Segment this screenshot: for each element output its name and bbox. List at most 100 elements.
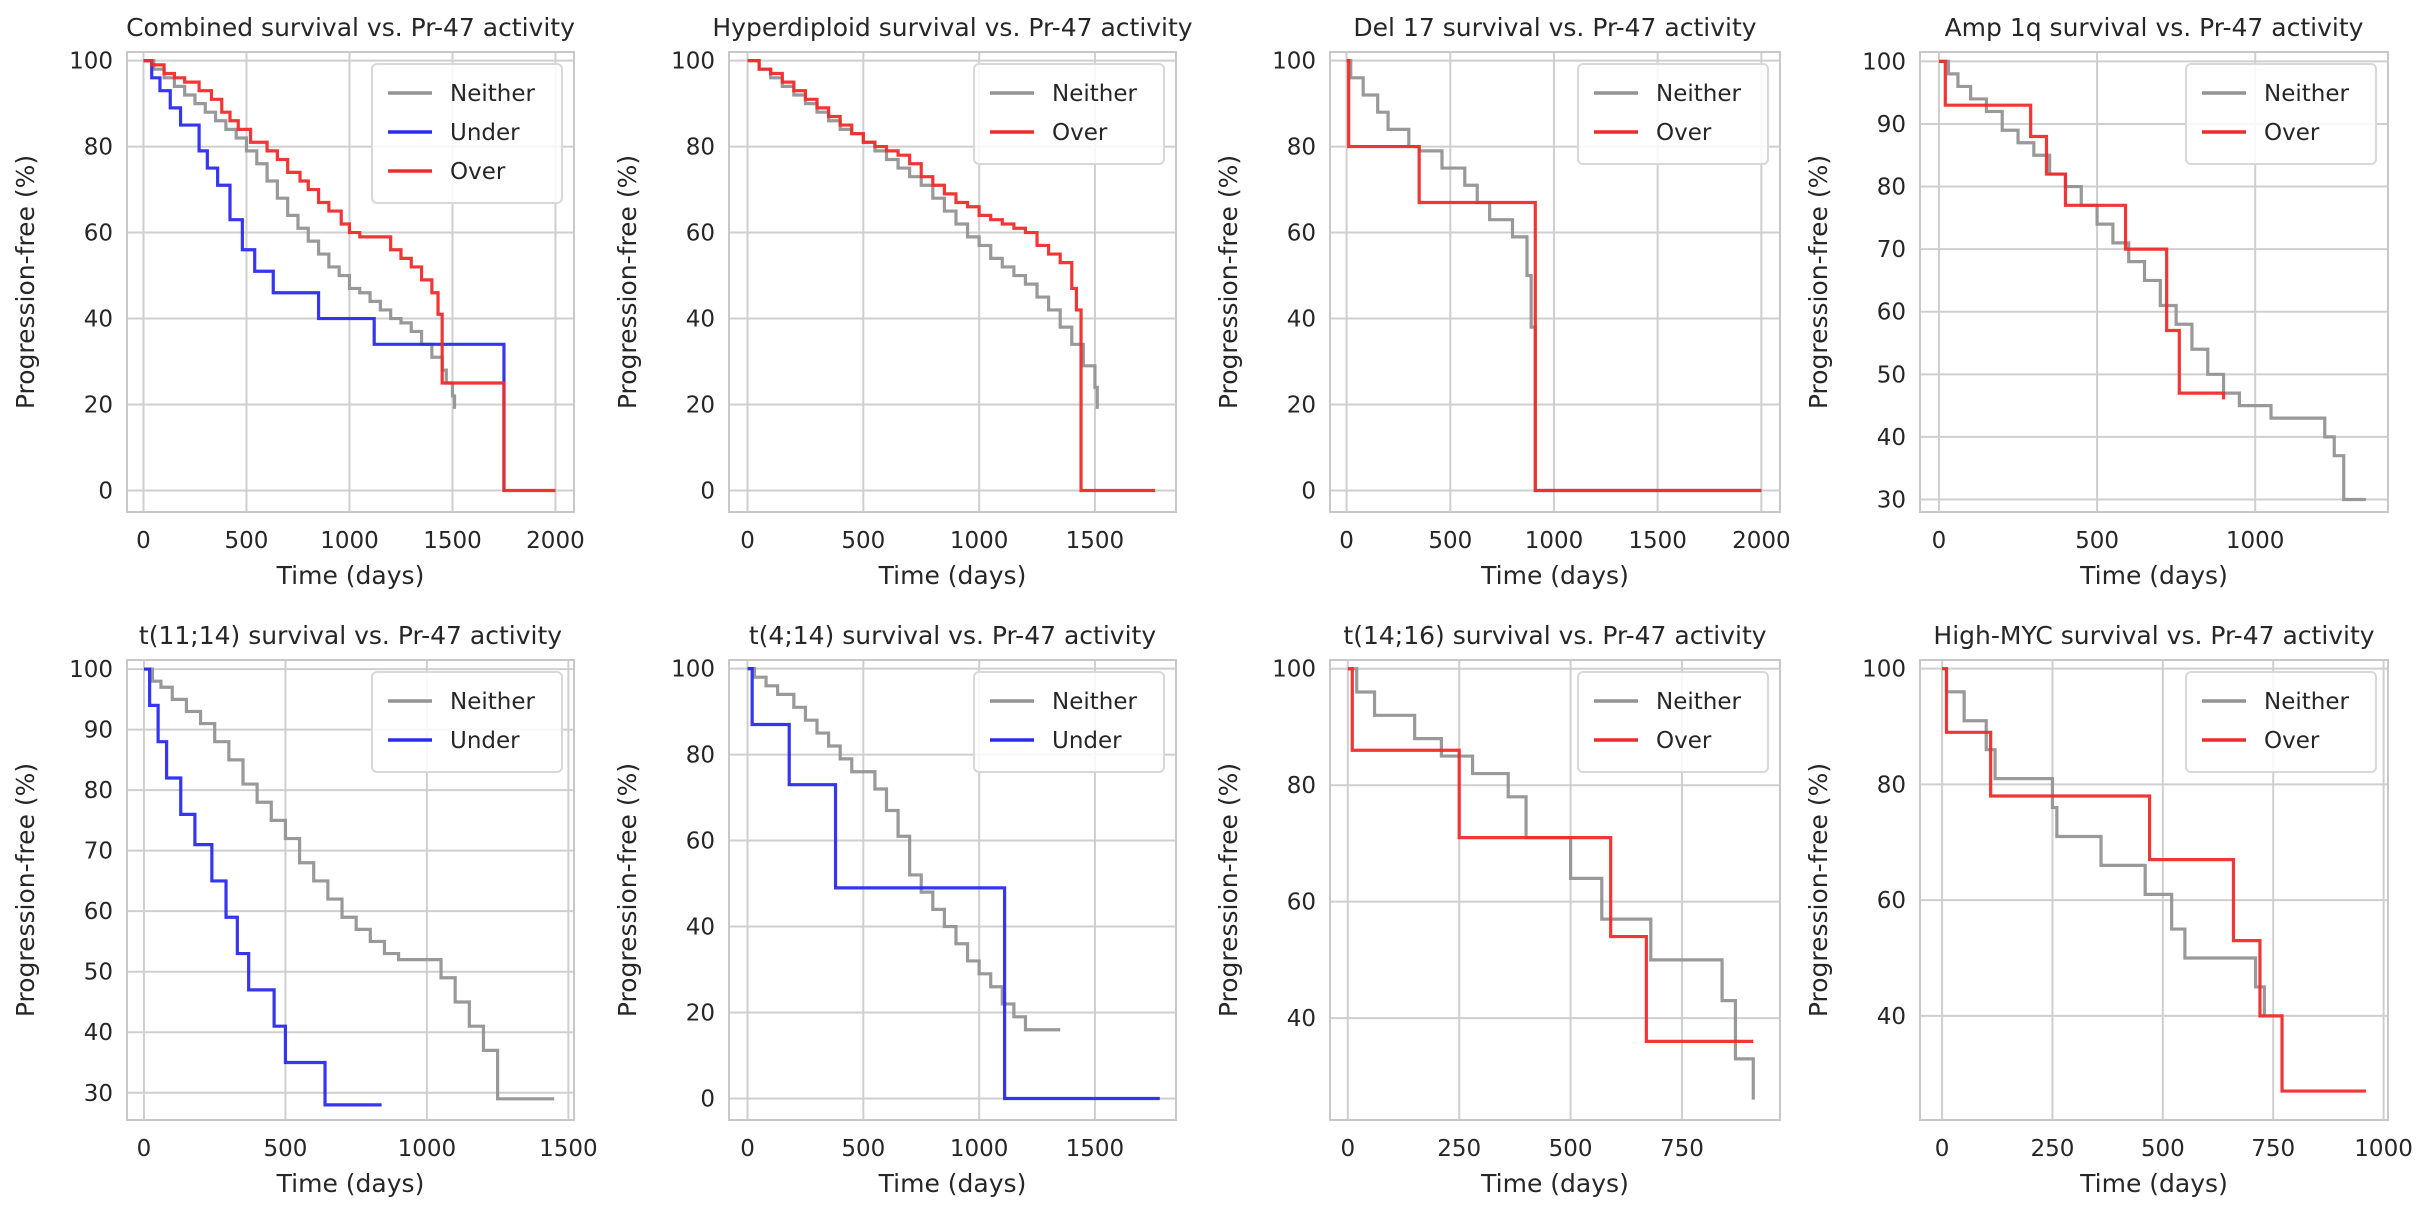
x-tick-label: 1500 [423, 528, 482, 554]
series-line-under [143, 58, 506, 491]
legend-box [371, 63, 563, 204]
chart-title: Combined survival vs. Pr-47 activity [126, 13, 575, 42]
y-tick-label: 60 [84, 899, 113, 925]
y-tick-label: 70 [84, 839, 113, 865]
x-tick-label: 1500 [1066, 1136, 1125, 1162]
series-line-neither [1346, 58, 1762, 493]
x-tick-label: 1500 [1066, 528, 1125, 554]
legend-box [371, 671, 563, 773]
series-line-over [747, 58, 1156, 493]
y-axis-label: Progression-free (%) [11, 763, 40, 1017]
series-line-neither [143, 667, 555, 1101]
series-line-neither [1347, 667, 1755, 1100]
x-axis-label: Time (days) [878, 1169, 1027, 1198]
series-line-over [1942, 667, 2366, 1093]
y-tick-label: 40 [1287, 307, 1316, 333]
y-tick-label: 0 [98, 479, 113, 505]
plot-frame [1919, 659, 2389, 1121]
legend-label-under: Under [1052, 728, 1122, 754]
x-tick-label: 500 [1428, 528, 1472, 554]
legend: Neither Over [2185, 671, 2377, 773]
legend: Neither Over [1577, 671, 1769, 773]
legend-label-over: Over [1656, 120, 1712, 146]
y-tick-label: 100 [671, 657, 715, 683]
y-axis-label: Progression-free (%) [1804, 763, 1833, 1017]
legend-box [973, 63, 1165, 165]
y-tick-label: 80 [1287, 135, 1316, 161]
plot-frame [728, 659, 1177, 1121]
y-tick-label: 100 [1272, 657, 1316, 683]
chart-title: Amp 1q survival vs. Pr-47 activity [1945, 13, 2364, 42]
legend-label-under: Under [450, 728, 520, 754]
x-axis-label: Time (days) [276, 561, 425, 590]
y-tick-label: 100 [69, 49, 113, 75]
legend: Neither Over [973, 63, 1165, 165]
x-tick-label: 1000 [398, 1136, 457, 1162]
y-tick-label: 100 [69, 657, 113, 683]
y-tick-label: 20 [1287, 393, 1316, 419]
legend-box [2185, 63, 2377, 165]
x-tick-label: 1000 [2226, 528, 2285, 554]
legend-label-neither: Neither [450, 81, 535, 107]
legend-label-neither: Neither [2264, 689, 2349, 715]
y-tick-label: 30 [1877, 487, 1906, 513]
legend-label-neither: Neither [1052, 81, 1137, 107]
y-tick-label: 80 [1877, 772, 1906, 798]
x-axis-label: Time (days) [2079, 561, 2228, 590]
plot-frame [1919, 51, 2389, 513]
y-tick-label: 90 [84, 718, 113, 744]
chart-title: t(4;14) survival vs. Pr-47 activity [749, 621, 1156, 650]
y-tick-label: 60 [686, 829, 715, 855]
legend: Neither Under [371, 671, 563, 773]
series-line-neither [1942, 667, 2266, 1016]
y-axis-label: Progression-free (%) [11, 155, 40, 409]
chart-panel-8: 0 250 500 750 1000 40 60 80 100 High-MYC survival… [1804, 621, 2413, 1198]
y-tick-label: 40 [84, 1020, 113, 1046]
plot-frame [126, 51, 575, 513]
x-tick-label: 750 [2251, 1136, 2295, 1162]
x-tick-label: 0 [740, 528, 755, 554]
series-line-over [1346, 58, 1762, 493]
x-tick-label: 250 [1437, 1136, 1481, 1162]
x-tick-label: 1000 [2354, 1136, 2413, 1162]
legend-box [2185, 671, 2377, 773]
legend-label-over: Over [450, 159, 506, 185]
y-tick-label: 0 [1301, 479, 1316, 505]
plot-frame [1329, 51, 1781, 513]
y-tick-label: 50 [1877, 362, 1906, 388]
y-tick-label: 100 [1272, 49, 1316, 75]
y-tick-label: 40 [1877, 1004, 1906, 1030]
x-axis-label: Time (days) [878, 561, 1027, 590]
y-tick-label: 80 [84, 135, 113, 161]
y-tick-label: 100 [671, 49, 715, 75]
x-tick-label: 0 [1935, 1136, 1950, 1162]
plot-frame [126, 659, 575, 1121]
x-tick-label: 0 [1932, 528, 1947, 554]
y-tick-label: 80 [686, 135, 715, 161]
x-tick-label: 2000 [526, 528, 585, 554]
y-tick-label: 60 [1287, 890, 1316, 916]
y-tick-label: 0 [700, 479, 715, 505]
x-tick-label: 1000 [950, 528, 1009, 554]
series-line-over [1347, 667, 1754, 1043]
plot-frame [1329, 659, 1781, 1121]
chart-title: Del 17 survival vs. Pr-47 activity [1353, 13, 1756, 42]
legend-label-neither: Neither [450, 689, 535, 715]
x-axis-label: Time (days) [1480, 561, 1629, 590]
legend-box [973, 671, 1165, 773]
y-axis-label: Progression-free (%) [613, 763, 642, 1017]
legend: Neither Over [2185, 63, 2377, 165]
y-tick-label: 60 [686, 221, 715, 247]
x-tick-label: 1500 [539, 1136, 598, 1162]
x-tick-label: 500 [2075, 528, 2119, 554]
x-tick-label: 0 [136, 528, 151, 554]
y-tick-label: 40 [1877, 425, 1906, 451]
y-tick-label: 100 [1862, 657, 1906, 683]
series-line-neither [143, 58, 457, 409]
series-line-over [143, 58, 556, 493]
legend-label-neither: Neither [1052, 689, 1137, 715]
y-axis-label: Progression-free (%) [1804, 155, 1833, 409]
y-tick-label: 0 [700, 1087, 715, 1113]
legend-label-neither: Neither [2264, 81, 2349, 107]
